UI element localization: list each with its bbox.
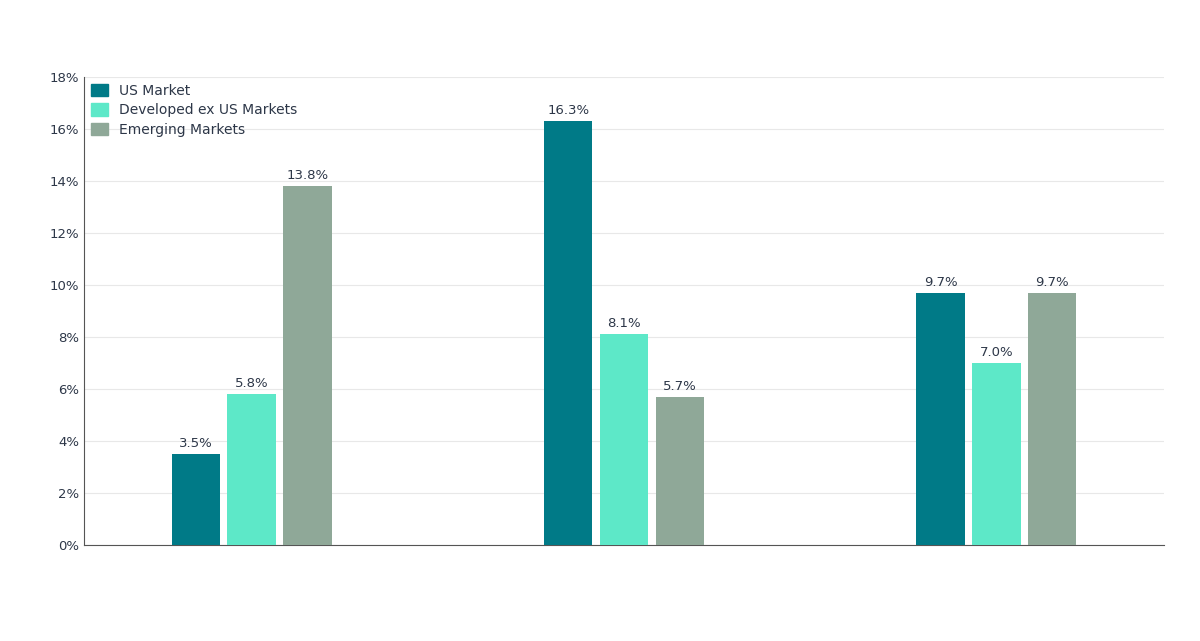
Text: 5.7%: 5.7% [662,379,697,393]
Bar [227,394,276,545]
Text: 9.7%: 9.7% [924,276,958,289]
Bar [917,293,965,545]
Text: 7.0%: 7.0% [979,346,1013,359]
Bar [655,397,704,545]
Bar [600,335,648,545]
Legend: US Market, Developed ex US Markets, Emerging Markets: US Market, Developed ex US Markets, Emer… [91,84,296,137]
Bar [544,121,593,545]
Text: 13.8%: 13.8% [287,169,329,182]
Text: 16.3%: 16.3% [547,104,589,117]
Text: 3.5%: 3.5% [179,437,212,450]
Text: 8.1%: 8.1% [607,317,641,330]
Text: 5.8%: 5.8% [235,377,269,390]
Bar [283,186,331,545]
Bar [972,363,1021,545]
Bar [172,454,220,545]
Bar [1028,293,1076,545]
Text: 9.7%: 9.7% [1036,276,1069,289]
